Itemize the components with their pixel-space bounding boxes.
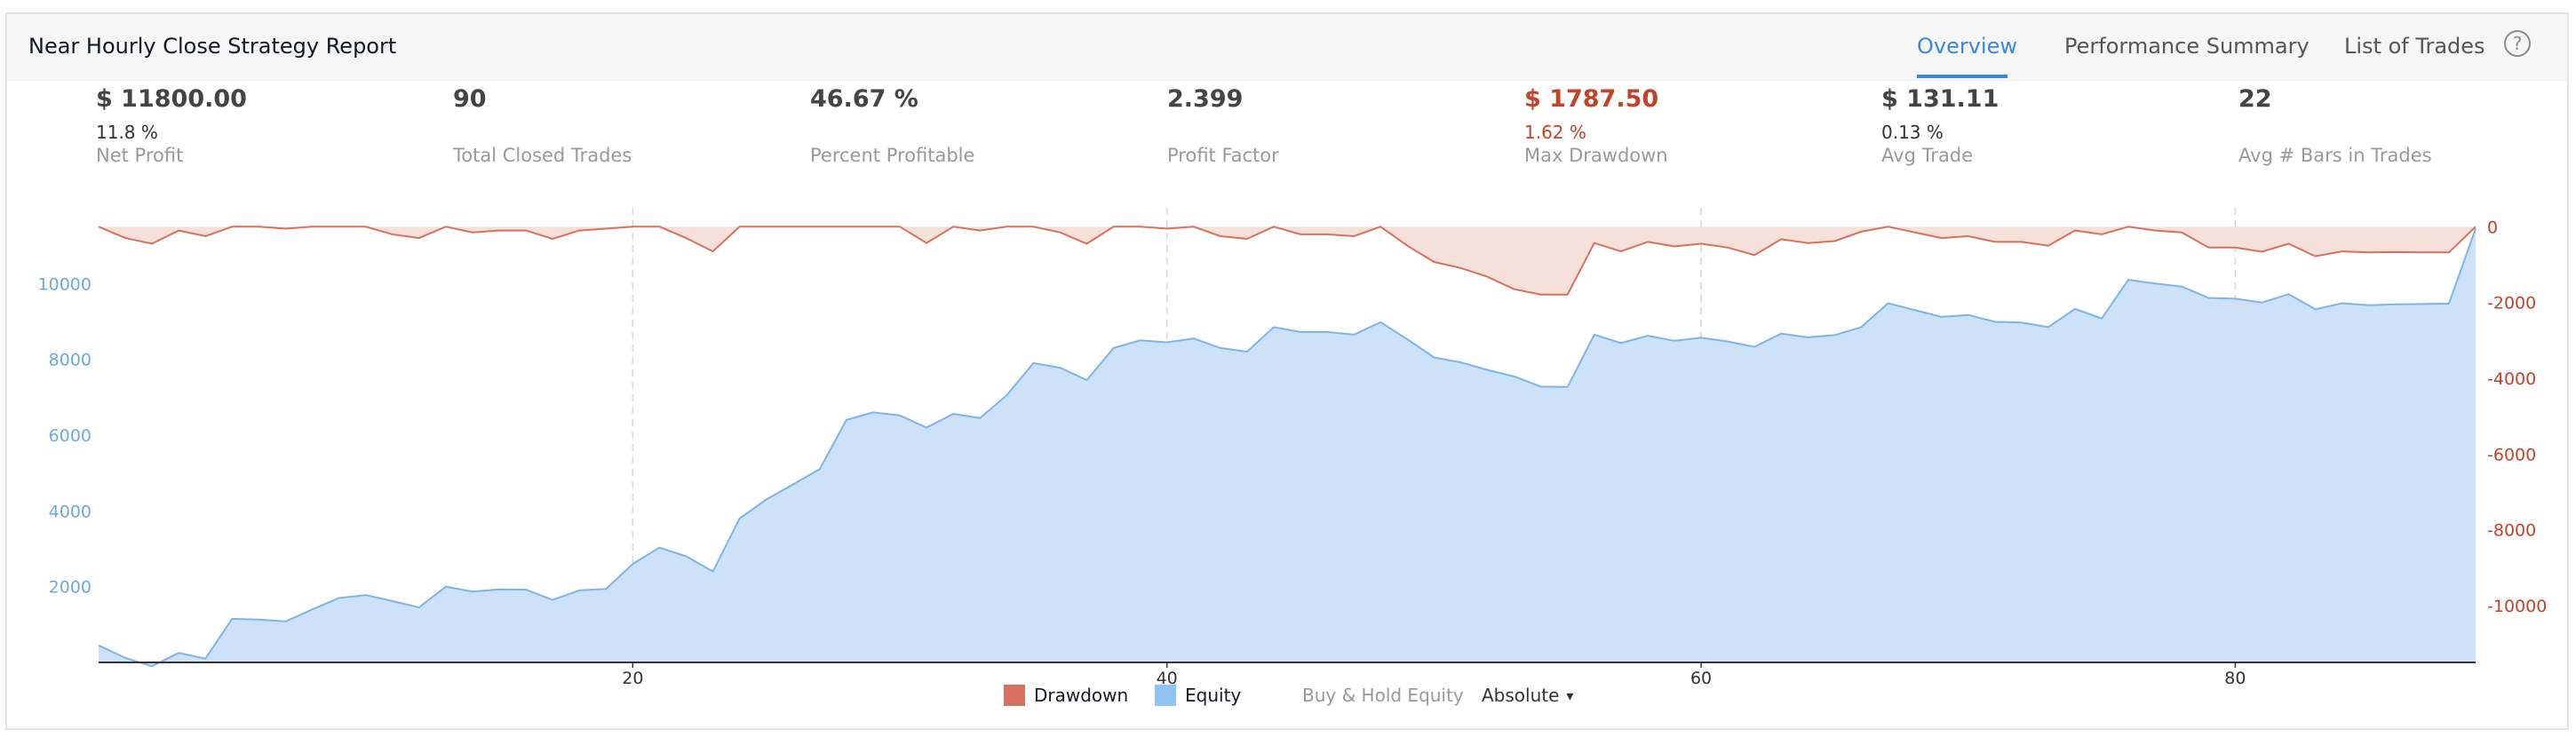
equity-legend-label: Equity [1185, 685, 1242, 706]
x-tick-label: 40 [1157, 669, 1178, 688]
right-axis-label: -4000 [2487, 369, 2536, 389]
net-profit-label: Net Profit [96, 145, 184, 166]
left-axis-label: 4000 [49, 502, 91, 521]
active-tab-indicator [1917, 75, 2008, 78]
stat-max-drawdown: $ 1787.50 1.62 % Max Drawdown [1524, 85, 1668, 166]
report-title: Near Hourly Close Strategy Report [28, 34, 397, 59]
caret-down-icon: ▾ [1566, 686, 1574, 704]
x-tick-label: 80 [2224, 669, 2246, 688]
equity-line [98, 228, 2477, 668]
net-profit-percent: 11.8 % [96, 122, 158, 143]
percent-profitable-value: 46.67 % [810, 85, 918, 113]
x-tick-label: 20 [622, 669, 643, 688]
profit-factor-label: Profit Factor [1167, 145, 1279, 166]
drawdown-swatch [1004, 685, 1025, 706]
tab-performance-summary[interactable]: Performance Summary [2064, 34, 2310, 59]
legend-buy-hold-equity[interactable]: Buy & Hold Equity [1302, 682, 1464, 709]
profit-factor-value: 2.399 [1167, 85, 1244, 113]
display-mode-label: Absolute [1482, 685, 1560, 706]
right-axis-label: -6000 [2487, 445, 2536, 464]
x-tick-label: 60 [1690, 669, 1712, 688]
drawdown-line [98, 226, 2477, 296]
avg-trade-value: $ 131.11 [1881, 85, 2000, 113]
tab-overview[interactable]: Overview [1917, 34, 2017, 59]
right-axis-label: -2000 [2487, 294, 2536, 313]
legend-drawdown[interactable]: Drawdown [1004, 682, 1128, 709]
display-mode-dropdown[interactable]: Absolute ▾ [1482, 682, 1573, 709]
stat-total-closed-trades: 90 Total Closed Trades [453, 85, 632, 166]
buy-hold-legend-label: Buy & Hold Equity [1302, 685, 1464, 706]
max-drawdown-percent: 1.62 % [1524, 122, 1586, 143]
avg-bars-label: Avg # Bars in Trades [2238, 145, 2432, 166]
net-profit-value: $ 11800.00 [96, 85, 247, 113]
equity-swatch [1155, 685, 1176, 706]
right-axis-label: 0 [2487, 218, 2498, 237]
tab-list-of-trades[interactable]: List of Trades [2344, 34, 2485, 59]
avg-trade-percent: 0.13 % [1881, 122, 1944, 143]
left-axis-label: 2000 [49, 578, 91, 598]
percent-profitable-label: Percent Profitable [810, 145, 975, 166]
stat-profit-factor: 2.399 Profit Factor [1167, 85, 1279, 166]
stat-avg-bars-in-trades: 22 Avg # Bars in Trades [2238, 85, 2432, 166]
total-closed-trades-label: Total Closed Trades [453, 145, 632, 166]
stat-avg-trade: $ 131.11 0.13 % Avg Trade [1881, 85, 1999, 166]
right-axis-label: -10000 [2487, 597, 2547, 616]
legend-equity[interactable]: Equity [1155, 682, 1241, 709]
max-drawdown-label: Max Drawdown [1524, 145, 1668, 166]
drawdown-legend-label: Drawdown [1034, 685, 1129, 706]
drawdown-area [99, 226, 2476, 295]
left-axis-label: 6000 [49, 426, 91, 446]
max-drawdown-value: $ 1787.50 [1524, 85, 1659, 113]
equity-area [99, 228, 2476, 667]
stat-net-profit: $ 11800.00 11.8 % Net Profit [96, 85, 247, 166]
stat-percent-profitable: 46.67 % Percent Profitable [810, 85, 974, 166]
total-closed-trades-value: 90 [453, 85, 487, 113]
question-circle-icon[interactable]: ? [2504, 30, 2531, 57]
avg-bars-value: 22 [2238, 85, 2272, 113]
left-axis-label: 8000 [49, 351, 91, 370]
right-axis-label: -8000 [2487, 521, 2536, 541]
avg-trade-label: Avg Trade [1881, 145, 1974, 166]
report-header: Near Hourly Close Strategy Report Overvi… [7, 14, 2567, 81]
left-axis-label: 10000 [38, 274, 91, 294]
